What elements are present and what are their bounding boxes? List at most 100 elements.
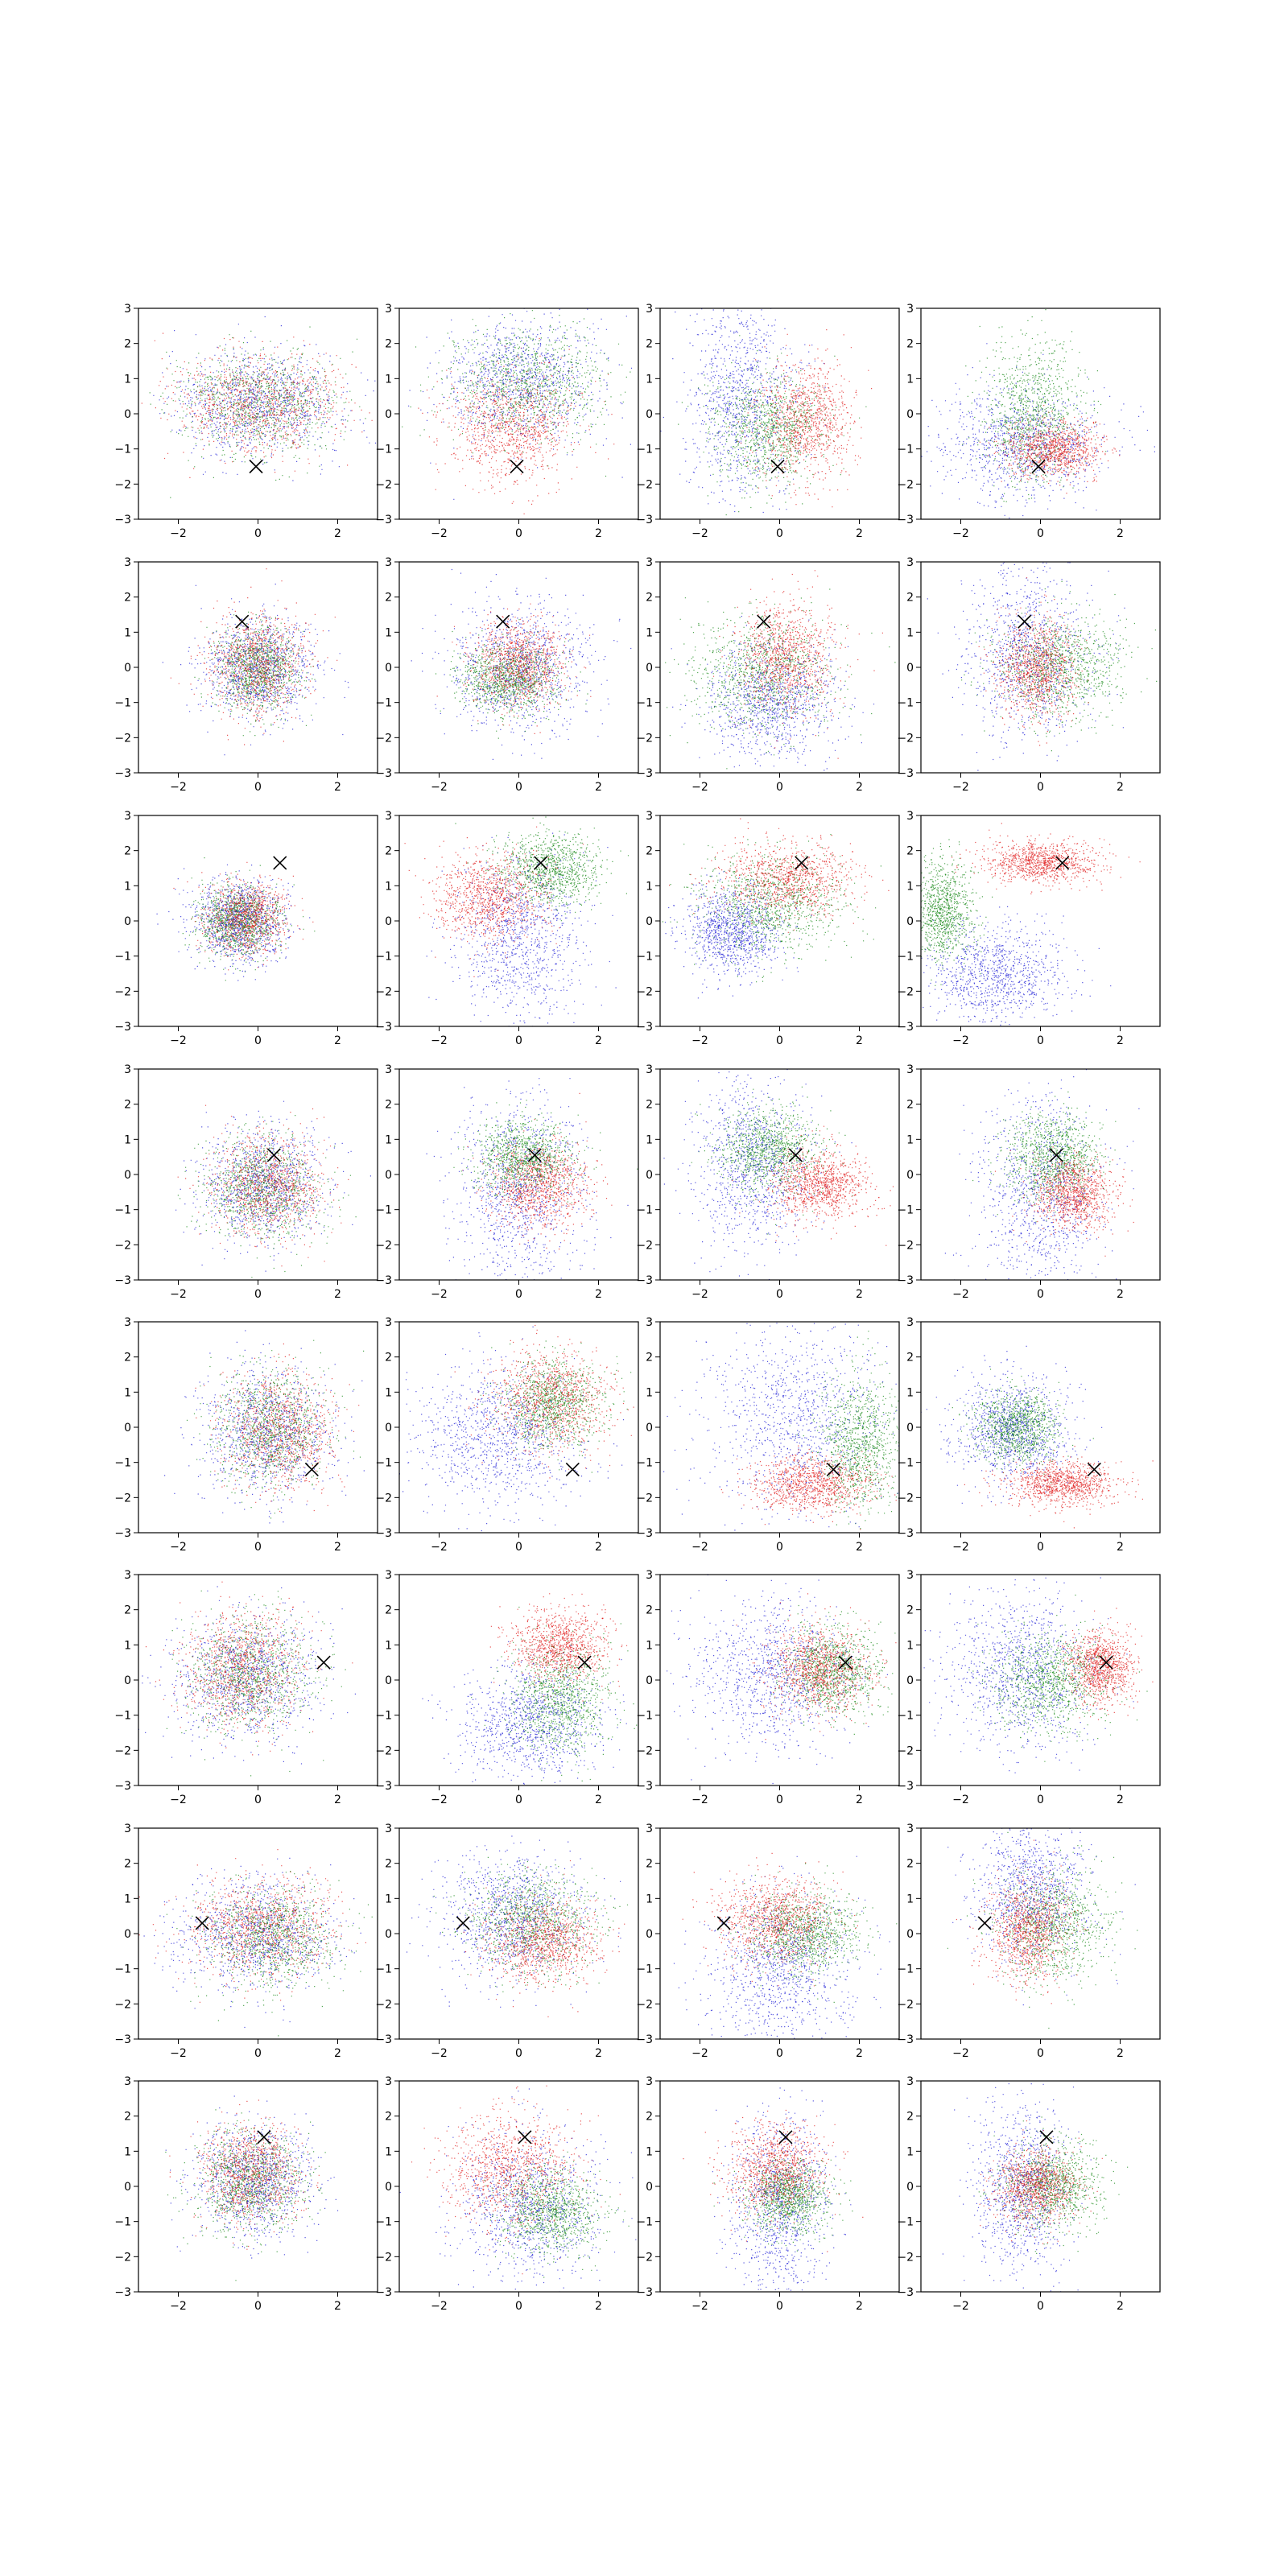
scatter-series-b (184, 1115, 344, 1273)
y-tick-label: 3 (124, 1316, 131, 1329)
point-cloud (406, 1835, 629, 2017)
x-tick-label: 2 (595, 1034, 602, 1047)
scatter-panel: −2 0 2 −3 −2 −1 0 1 2 3 (375, 1063, 639, 1301)
x-tick-label: 0 (776, 2300, 783, 2313)
scatter-series-b (175, 2128, 326, 2246)
x-tick-label: 2 (334, 2300, 341, 2313)
cross-marker (518, 2130, 532, 2145)
scatter-series-a (952, 1076, 1109, 1273)
y-tick-label: 1 (124, 880, 131, 893)
y-tick-label: −2 (375, 1492, 392, 1505)
scatter-series-b (193, 1352, 361, 1514)
y-tick-label: 3 (385, 1316, 392, 1329)
y-tick-label: 0 (646, 1169, 653, 1182)
y-tick-label: 1 (385, 1893, 392, 1905)
y-tick-label: −1 (897, 2216, 914, 2229)
scatter-panel: −2 0 2 −3 −2 −1 0 1 2 3 (897, 1063, 1161, 1301)
y-tick-label: 1 (906, 373, 914, 386)
x-tick-label: −2 (691, 1034, 708, 1047)
scatter-series-a (942, 562, 1117, 771)
y-tick-label: 1 (124, 373, 131, 386)
y-tick-label: 0 (124, 1674, 131, 1687)
scatter-series-c (163, 1602, 353, 1732)
y-tick-label: −1 (375, 1204, 392, 1217)
y-tick-label: −2 (897, 1998, 914, 2011)
y-tick-label: 1 (646, 373, 653, 386)
y-tick-label: 3 (124, 810, 131, 823)
y-tick-label: −3 (375, 767, 392, 780)
x-tick-label: 0 (254, 1541, 262, 1554)
scatter-series-b (471, 1623, 638, 1781)
scatter-series-c (1058, 1629, 1138, 1720)
x-tick-label: 2 (1117, 1288, 1124, 1301)
cross-marker (770, 459, 785, 474)
scatter-series-a (174, 1330, 365, 1517)
y-tick-label: −3 (897, 767, 914, 780)
y-tick-label: 1 (124, 1133, 131, 1146)
scatter-series-b (813, 1331, 899, 1525)
scatter-series-b (489, 2158, 625, 2271)
scatter-series-a (676, 308, 825, 507)
y-tick-label: −2 (636, 1239, 653, 1252)
scatter-series-b (199, 1340, 355, 1509)
x-tick-label: 2 (334, 1794, 341, 1806)
scatter-series-c (145, 1603, 307, 1752)
scatter-series-c (163, 344, 373, 472)
scatter-series-a (930, 386, 1155, 519)
scatter-panel: −2 0 2 −3 −2 −1 0 1 2 3 (375, 1823, 639, 2060)
scatter-series-c (454, 1339, 619, 1479)
point-cloud (162, 568, 349, 756)
scatter-series-c (462, 1092, 613, 1249)
scatter-series-a (159, 325, 346, 475)
scatter-series-c (169, 2116, 318, 2228)
y-tick-label: 0 (385, 1169, 392, 1182)
scatter-series-b (496, 1636, 629, 1781)
scatter-series-a (432, 1659, 621, 1785)
scatter-series-c (195, 1353, 354, 1512)
scatter-series-a (408, 308, 608, 444)
x-tick-label: −2 (431, 2047, 448, 2060)
scatter-panel: −2 0 2 −3 −2 −1 0 1 2 3 (375, 1569, 639, 1806)
x-tick-label: 2 (856, 1034, 863, 1047)
scatter-series-a (921, 914, 1084, 1023)
x-tick-label: 0 (254, 1794, 262, 1806)
x-tick-label: 0 (515, 1794, 522, 1806)
y-tick-label: 2 (124, 592, 131, 605)
x-tick-label: 2 (1117, 527, 1124, 540)
y-tick-label: 0 (906, 1674, 914, 1687)
y-tick-label: −3 (636, 1780, 653, 1793)
scatter-series-b (999, 1091, 1116, 1221)
scatter-series-a (434, 836, 596, 1024)
y-tick-label: 3 (646, 810, 653, 823)
scatter-series-c (994, 1456, 1137, 1529)
x-tick-label: 2 (1117, 2300, 1124, 2313)
scatter-series-a (192, 2107, 339, 2246)
y-tick-label: −1 (114, 951, 131, 964)
x-tick-label: 0 (254, 2300, 262, 2313)
y-tick-label: 1 (646, 1133, 653, 1146)
y-tick-label: −2 (636, 1492, 653, 1505)
y-tick-label: 0 (906, 662, 914, 675)
x-tick-label: −2 (952, 1288, 969, 1301)
scatter-series-b (786, 1338, 899, 1525)
scatter-panel: −2 0 2 −3 −2 −1 0 1 2 3 (636, 1063, 900, 1301)
x-tick-label: 2 (334, 1034, 341, 1047)
x-tick-label: 0 (1037, 2047, 1044, 2060)
point-cloud (165, 2095, 339, 2281)
y-tick-label: 0 (646, 662, 653, 675)
scatter-series-b (453, 1114, 581, 1205)
scatter-series-a (923, 913, 1093, 1023)
point-cloud (921, 309, 1155, 519)
y-tick-label: 0 (906, 915, 914, 928)
y-tick-label: 2 (385, 1604, 392, 1617)
y-tick-label: 0 (385, 2181, 392, 2194)
axes-frame (920, 308, 1161, 520)
y-tick-label: 2 (646, 338, 653, 351)
scatter-series-b (670, 840, 864, 983)
scatter-series-a (673, 1868, 881, 2035)
scatter-series-a (686, 316, 811, 514)
scatter-series-b (212, 622, 314, 726)
x-tick-label: 2 (856, 2300, 863, 2313)
y-tick-label: −2 (897, 2251, 914, 2264)
y-tick-label: 2 (385, 1352, 392, 1364)
